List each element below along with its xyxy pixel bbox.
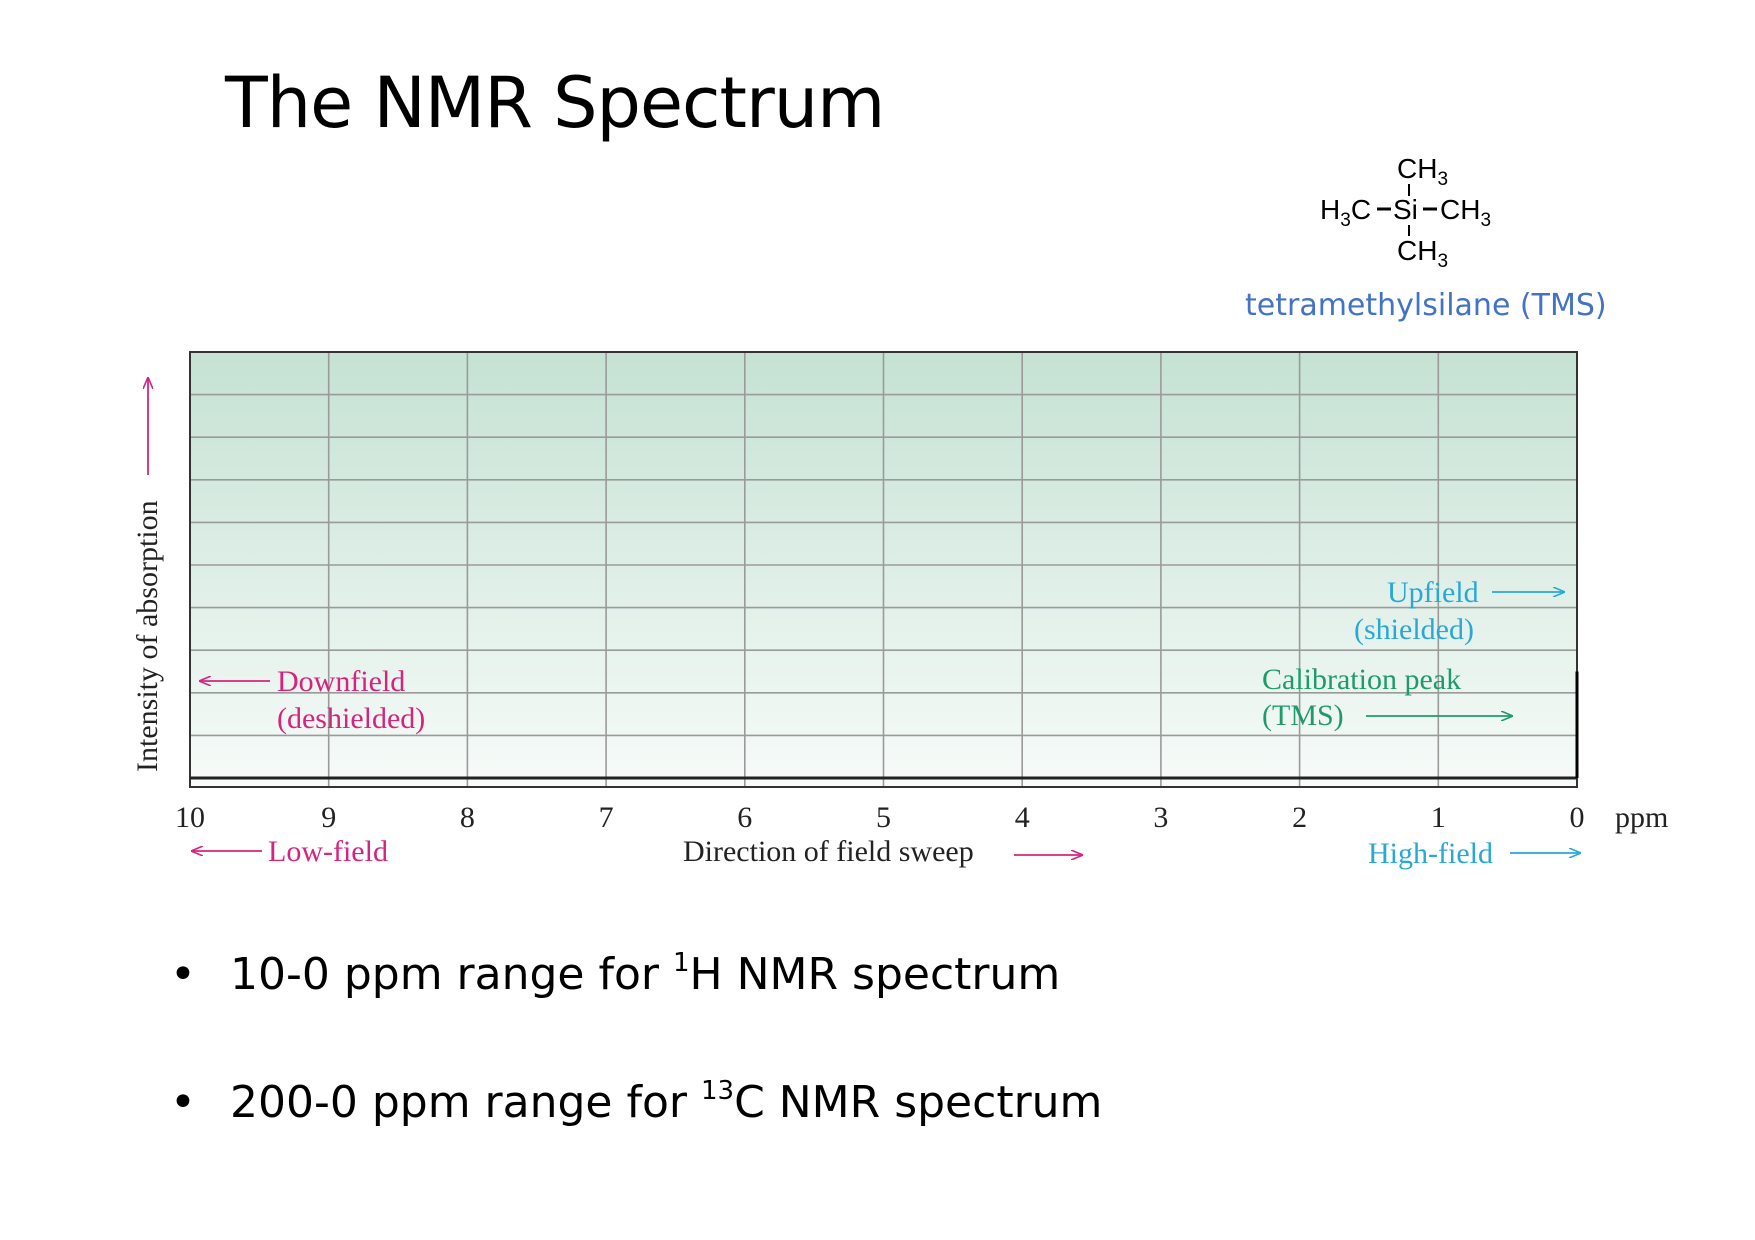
- x-tick-labels: 10 9 8 7 6 5 4 3 2 1 0: [175, 801, 1585, 834]
- slide-title: The NMR Spectrum: [225, 62, 885, 144]
- bullet-superscript: 13: [700, 1076, 735, 1106]
- downfield-label: Downfield: [277, 665, 405, 698]
- calibration-label: Calibration peak: [1262, 663, 1461, 696]
- calibration-tms-label: (TMS): [1262, 699, 1344, 732]
- bullet-text-before: 10-0 ppm range for: [230, 949, 673, 1000]
- bullet-list: • 10-0 ppm range for 1H NMR spectrum • 2…: [170, 945, 1102, 1201]
- y-axis-label: Intensity of absorption: [131, 500, 164, 772]
- bullet-superscript: 1: [672, 948, 690, 978]
- tms-name-label: tetramethylsilane (TMS): [1245, 288, 1607, 323]
- x-tick-label: 4: [1015, 801, 1030, 834]
- low-field-label: Low-field: [268, 835, 388, 868]
- tms-right-methyl: CH3: [1440, 194, 1491, 231]
- x-tick-label: 1: [1431, 801, 1446, 834]
- x-tick-label: 0: [1570, 801, 1585, 834]
- bullet-text-after: C NMR spectrum: [734, 1077, 1103, 1128]
- x-tick-label: 3: [1153, 801, 1168, 834]
- bullet-dot: •: [170, 949, 196, 1000]
- x-tick-label: 2: [1292, 801, 1307, 834]
- bullet-text-after: H NMR spectrum: [689, 949, 1061, 1000]
- x-axis-label: Direction of field sweep: [683, 835, 974, 868]
- bullet-dot: •: [170, 1077, 196, 1128]
- bullet-item-1h: • 10-0 ppm range for 1H NMR spectrum: [170, 945, 1102, 1073]
- bullet-item-13c: • 200-0 ppm range for 13C NMR spectrum: [170, 1073, 1102, 1201]
- shielded-label: (shielded): [1354, 613, 1474, 646]
- x-tick-label: 10: [175, 801, 205, 834]
- tms-structure: CH3 H3C Si CH3 CH3: [1320, 153, 1491, 272]
- tms-left-methyl: H3C: [1320, 194, 1371, 231]
- x-tick-label: 9: [321, 801, 336, 834]
- grid: [190, 352, 1577, 787]
- plot-border: [189, 351, 1578, 788]
- tms-silicon: Si: [1393, 194, 1418, 225]
- high-field-label: High-field: [1368, 837, 1493, 870]
- tms-top-methyl: CH3: [1397, 153, 1448, 190]
- upfield-label: Upfield: [1387, 576, 1479, 609]
- deshielded-label: (deshielded): [277, 702, 425, 735]
- x-tick-label: 8: [460, 801, 475, 834]
- x-unit-label: ppm: [1615, 801, 1668, 834]
- x-tick-label: 7: [599, 801, 614, 834]
- tms-bottom-methyl: CH3: [1397, 235, 1448, 272]
- x-tick-label: 6: [737, 801, 752, 834]
- x-tick-label: 5: [876, 801, 891, 834]
- bullet-text-before: 200-0 ppm range for: [230, 1077, 701, 1128]
